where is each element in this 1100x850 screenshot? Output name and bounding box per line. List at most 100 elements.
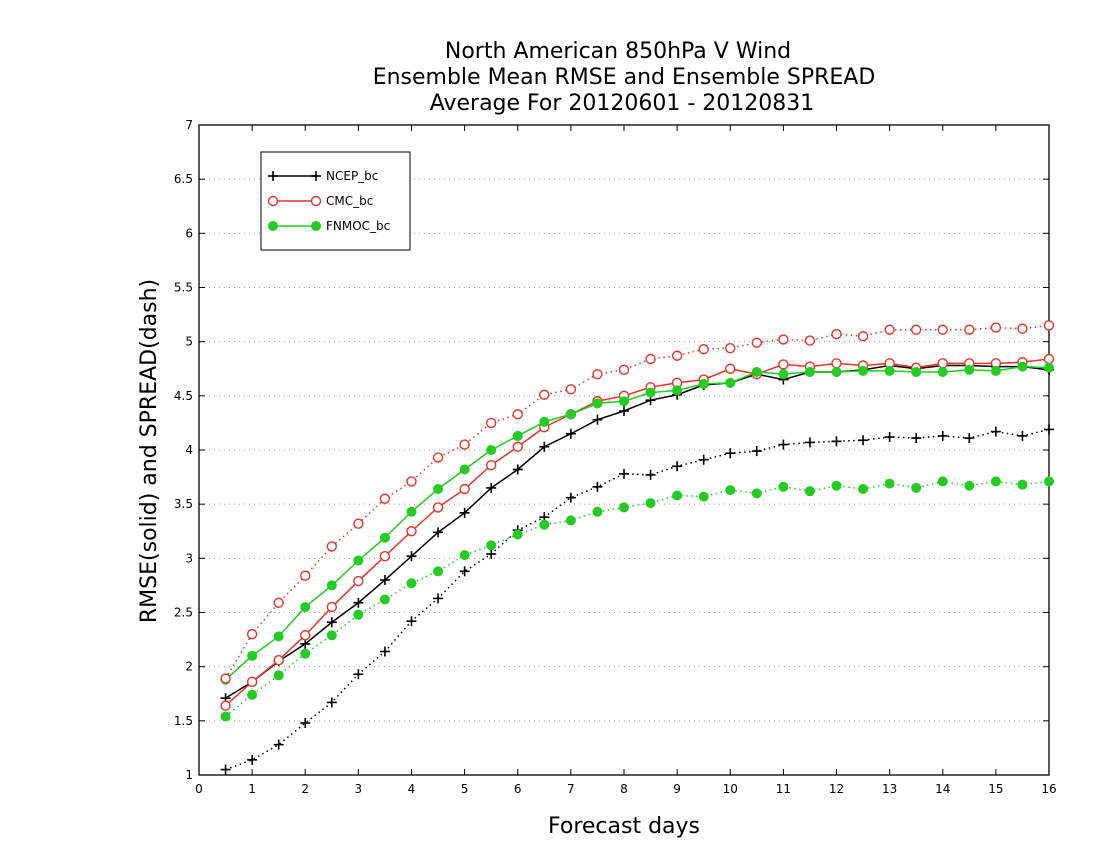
data-point (565, 428, 576, 439)
series-1 (220, 353, 1055, 711)
data-point (592, 506, 603, 517)
data-point (353, 669, 364, 680)
data-point (539, 441, 550, 452)
y-tick-label: 5.5 (174, 281, 193, 295)
data-point (672, 490, 683, 501)
chart-title-line-3: Average For 20120601 - 20120831 (430, 91, 815, 116)
x-tick-label: 2 (301, 782, 309, 796)
series-line (225, 358, 1050, 707)
data-point (432, 502, 444, 513)
x-tick-label: 15 (988, 782, 1003, 796)
data-point (725, 485, 736, 496)
y-tick-label: 2.5 (174, 606, 193, 620)
data-point (432, 452, 444, 463)
data-point (592, 414, 603, 425)
legend-label: FNMOC_bc (326, 219, 390, 233)
data-point (565, 409, 576, 420)
data-point (486, 549, 497, 559)
data-point (220, 711, 231, 722)
data-point (937, 430, 948, 441)
data-point (247, 689, 258, 700)
x-tick-label: 5 (461, 782, 469, 796)
series-layer (220, 320, 1055, 775)
data-point (1017, 430, 1028, 441)
legend-marker (267, 195, 279, 207)
data-point (353, 597, 364, 608)
data-point (459, 439, 470, 450)
data-point (698, 491, 709, 502)
data-point (831, 358, 842, 369)
legend-marker (311, 221, 321, 231)
data-point (379, 594, 390, 605)
data-point (778, 369, 789, 380)
data-point (1043, 353, 1055, 365)
chart-title: North American 850hPa V Wind Ensemble Me… (373, 39, 876, 116)
data-point (619, 468, 629, 479)
data-point (964, 433, 975, 444)
data-point (937, 367, 948, 377)
legend-marker (311, 171, 321, 181)
grid (199, 178, 1049, 722)
data-point (778, 359, 789, 370)
data-point (326, 601, 338, 613)
data-point (300, 602, 311, 613)
y-tick-label: 4.5 (174, 389, 193, 403)
data-point (353, 518, 364, 529)
data-point (379, 493, 391, 504)
data-point (937, 358, 948, 369)
data-point (273, 597, 284, 608)
x-tick-label: 7 (567, 782, 575, 796)
data-point (1044, 424, 1054, 435)
data-point (406, 526, 417, 537)
data-point (990, 365, 1001, 376)
data-point (1044, 362, 1054, 373)
data-point (964, 480, 975, 491)
data-point (326, 541, 338, 552)
data-point (512, 430, 523, 441)
data-point (858, 484, 869, 494)
y-tick-label: 3.5 (174, 497, 193, 511)
chart-title-line-1: North American 850hPa V Wind (445, 39, 791, 64)
data-point (884, 478, 895, 489)
data-point (619, 396, 629, 407)
data-point (459, 483, 470, 495)
data-point (326, 617, 337, 628)
data-point (459, 507, 470, 518)
data-point (353, 555, 364, 566)
data-point (619, 502, 629, 513)
y-tick-label: 1.5 (174, 714, 193, 728)
data-point (778, 439, 789, 450)
series-line (225, 364, 1050, 699)
y-axis-label: RMSE(solid) and SPREAD(dash) (137, 279, 162, 623)
data-point (459, 566, 470, 577)
series-2 (220, 361, 1054, 685)
data-point (751, 446, 762, 457)
data-point (671, 350, 683, 361)
data-point (645, 353, 656, 365)
data-point (246, 676, 258, 688)
data-point (486, 445, 497, 455)
y-tick-label: 5 (185, 335, 193, 349)
data-point (751, 488, 762, 499)
data-point (804, 486, 815, 497)
data-point (804, 367, 815, 377)
x-tick-label: 10 (723, 782, 738, 796)
y-tick-label: 1 (185, 768, 193, 782)
data-point (1043, 320, 1055, 331)
series-line (225, 365, 1050, 681)
x-tick-label: 12 (829, 782, 844, 796)
data-point (990, 426, 1001, 437)
data-point (300, 630, 311, 641)
data-point (459, 550, 470, 561)
data-point (778, 334, 789, 345)
data-point (751, 367, 762, 377)
data-point (539, 389, 550, 400)
data-point (804, 335, 816, 346)
data-point (379, 575, 390, 585)
data-point (406, 551, 417, 562)
data-point (1044, 476, 1054, 487)
x-tick-label: 1 (248, 782, 256, 796)
data-point (300, 648, 311, 659)
data-point (512, 464, 523, 475)
data-point (857, 331, 869, 342)
